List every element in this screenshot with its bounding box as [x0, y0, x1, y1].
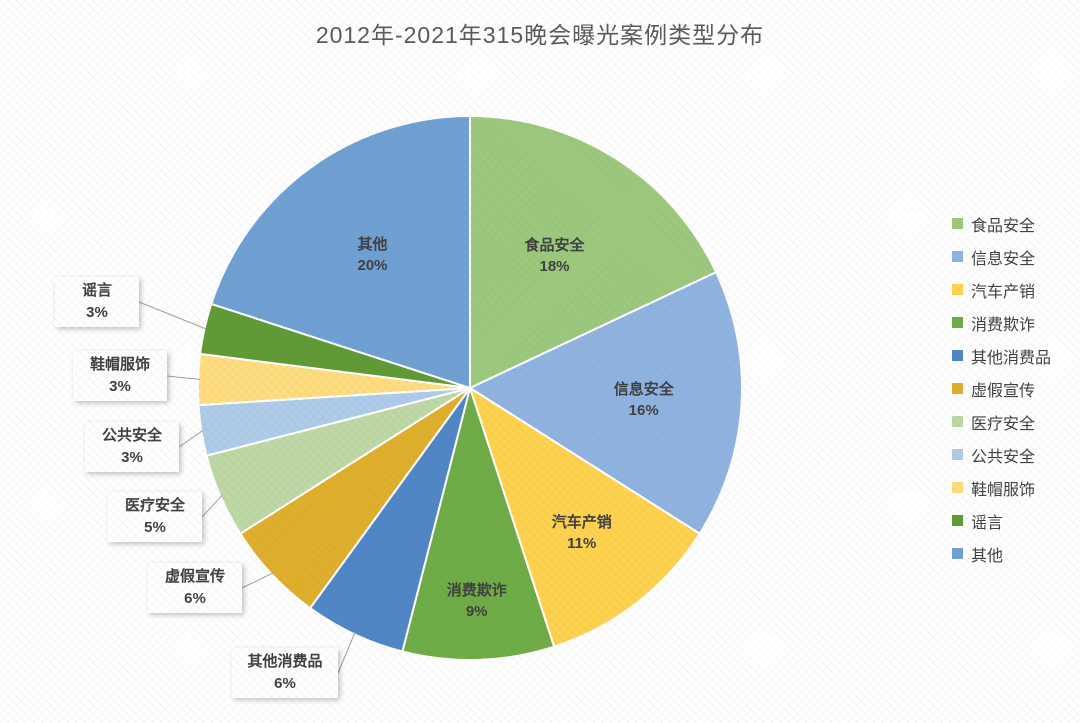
legend-label-3: 消费欺诈: [971, 316, 1036, 334]
chart-title: 2012年-2021年315晚会曝光案例类型分布: [315, 22, 765, 48]
callout-value-8: 3%: [109, 378, 131, 395]
callout-value-9: 3%: [86, 304, 108, 321]
legend-item-8: 鞋帽服饰: [952, 471, 1051, 504]
legend-label-2: 汽车产销: [971, 283, 1036, 301]
legend-label-9: 谣言: [971, 514, 1004, 532]
callout-value-5: 6%: [184, 590, 206, 607]
legend-item-9: 谣言: [952, 504, 1051, 537]
callout-leader-6: [201, 494, 223, 518]
legend-label-1: 信息安全: [971, 250, 1036, 268]
slice-label-10: 其他 20%: [357, 235, 387, 274]
legend-swatch-2: [952, 284, 963, 295]
callout-7: 公共安全 3%: [85, 422, 179, 472]
legend-swatch-8: [952, 482, 963, 493]
callout-value-4: 6%: [274, 675, 296, 692]
pie-slice-1: [469, 271, 743, 535]
legend-label-10: 其他: [971, 547, 1004, 565]
slice-label-3: 消费欺诈 9%: [447, 581, 507, 620]
callout-label-5: 虚假宣传: [164, 568, 225, 586]
callout-leader-7: [178, 429, 204, 448]
callout-6: 医疗安全 5%: [108, 492, 202, 542]
legend-item-4: 其他消费品: [952, 339, 1051, 372]
legend-label-0: 食品安全: [971, 217, 1036, 235]
callout-label-7: 公共安全: [101, 427, 162, 445]
callout-value-7: 3%: [121, 449, 143, 466]
legend-swatch-0: [952, 218, 963, 229]
legend-item-5: 虚假宣传: [952, 372, 1051, 405]
callout-label-9: 谣言: [81, 282, 112, 300]
legend-swatch-5: [952, 383, 963, 394]
callout-label-8: 鞋帽服饰: [89, 356, 150, 374]
pie-slice-3: [401, 387, 556, 661]
callout-4: 其他消费品 6%: [232, 648, 338, 698]
legend-label-6: 医疗安全: [971, 415, 1036, 433]
legend-swatch-3: [952, 317, 963, 328]
legend-item-10: 其他: [952, 537, 1051, 570]
callout-label-4: 其他消费品: [247, 653, 323, 671]
legend-item-3: 消费欺诈: [952, 306, 1051, 339]
callout-5: 虚假宣传 6%: [148, 563, 242, 613]
legend-swatch-4: [952, 350, 963, 361]
legend-swatch-10: [952, 548, 963, 559]
slice-label-0: 食品安全 18%: [524, 236, 585, 275]
legend-item-6: 医疗安全: [952, 405, 1051, 438]
legend-label-8: 鞋帽服饰: [971, 481, 1036, 499]
callout-leader-8: [166, 375, 201, 380]
callout-leader-4: [337, 632, 356, 674]
legend-swatch-9: [952, 515, 963, 526]
legend-item-1: 信息安全: [952, 240, 1051, 273]
slice-label-1: 信息安全 16%: [614, 380, 675, 419]
legend-label-5: 虚假宣传: [971, 382, 1036, 400]
callout-8: 鞋帽服饰 3%: [73, 351, 167, 401]
legend-swatch-7: [952, 449, 963, 460]
legend-item-7: 公共安全: [952, 438, 1051, 471]
callout-leader-5: [241, 572, 274, 589]
pie-slice-0: [469, 115, 718, 389]
callout-value-6: 5%: [144, 519, 166, 536]
legend: 食品安全信息安全汽车产销消费欺诈其他消费品虚假宣传医疗安全公共安全鞋帽服饰谣言其…: [952, 207, 1051, 570]
slice-label-2: 汽车产销 11%: [552, 513, 612, 552]
pie-slice-10: [210, 115, 471, 389]
legend-label-7: 公共安全: [971, 448, 1036, 466]
legend-label-4: 其他消费品: [971, 349, 1052, 367]
callout-leader-9: [138, 301, 207, 330]
pie-slice-2: [469, 387, 701, 648]
legend-item-0: 食品安全: [952, 207, 1051, 240]
legend-swatch-1: [952, 251, 963, 262]
callout-9: 谣言 3%: [55, 277, 139, 327]
legend-swatch-6: [952, 416, 963, 427]
legend-item-2: 汽车产销: [952, 273, 1051, 306]
callout-label-6: 医疗安全: [124, 497, 185, 515]
